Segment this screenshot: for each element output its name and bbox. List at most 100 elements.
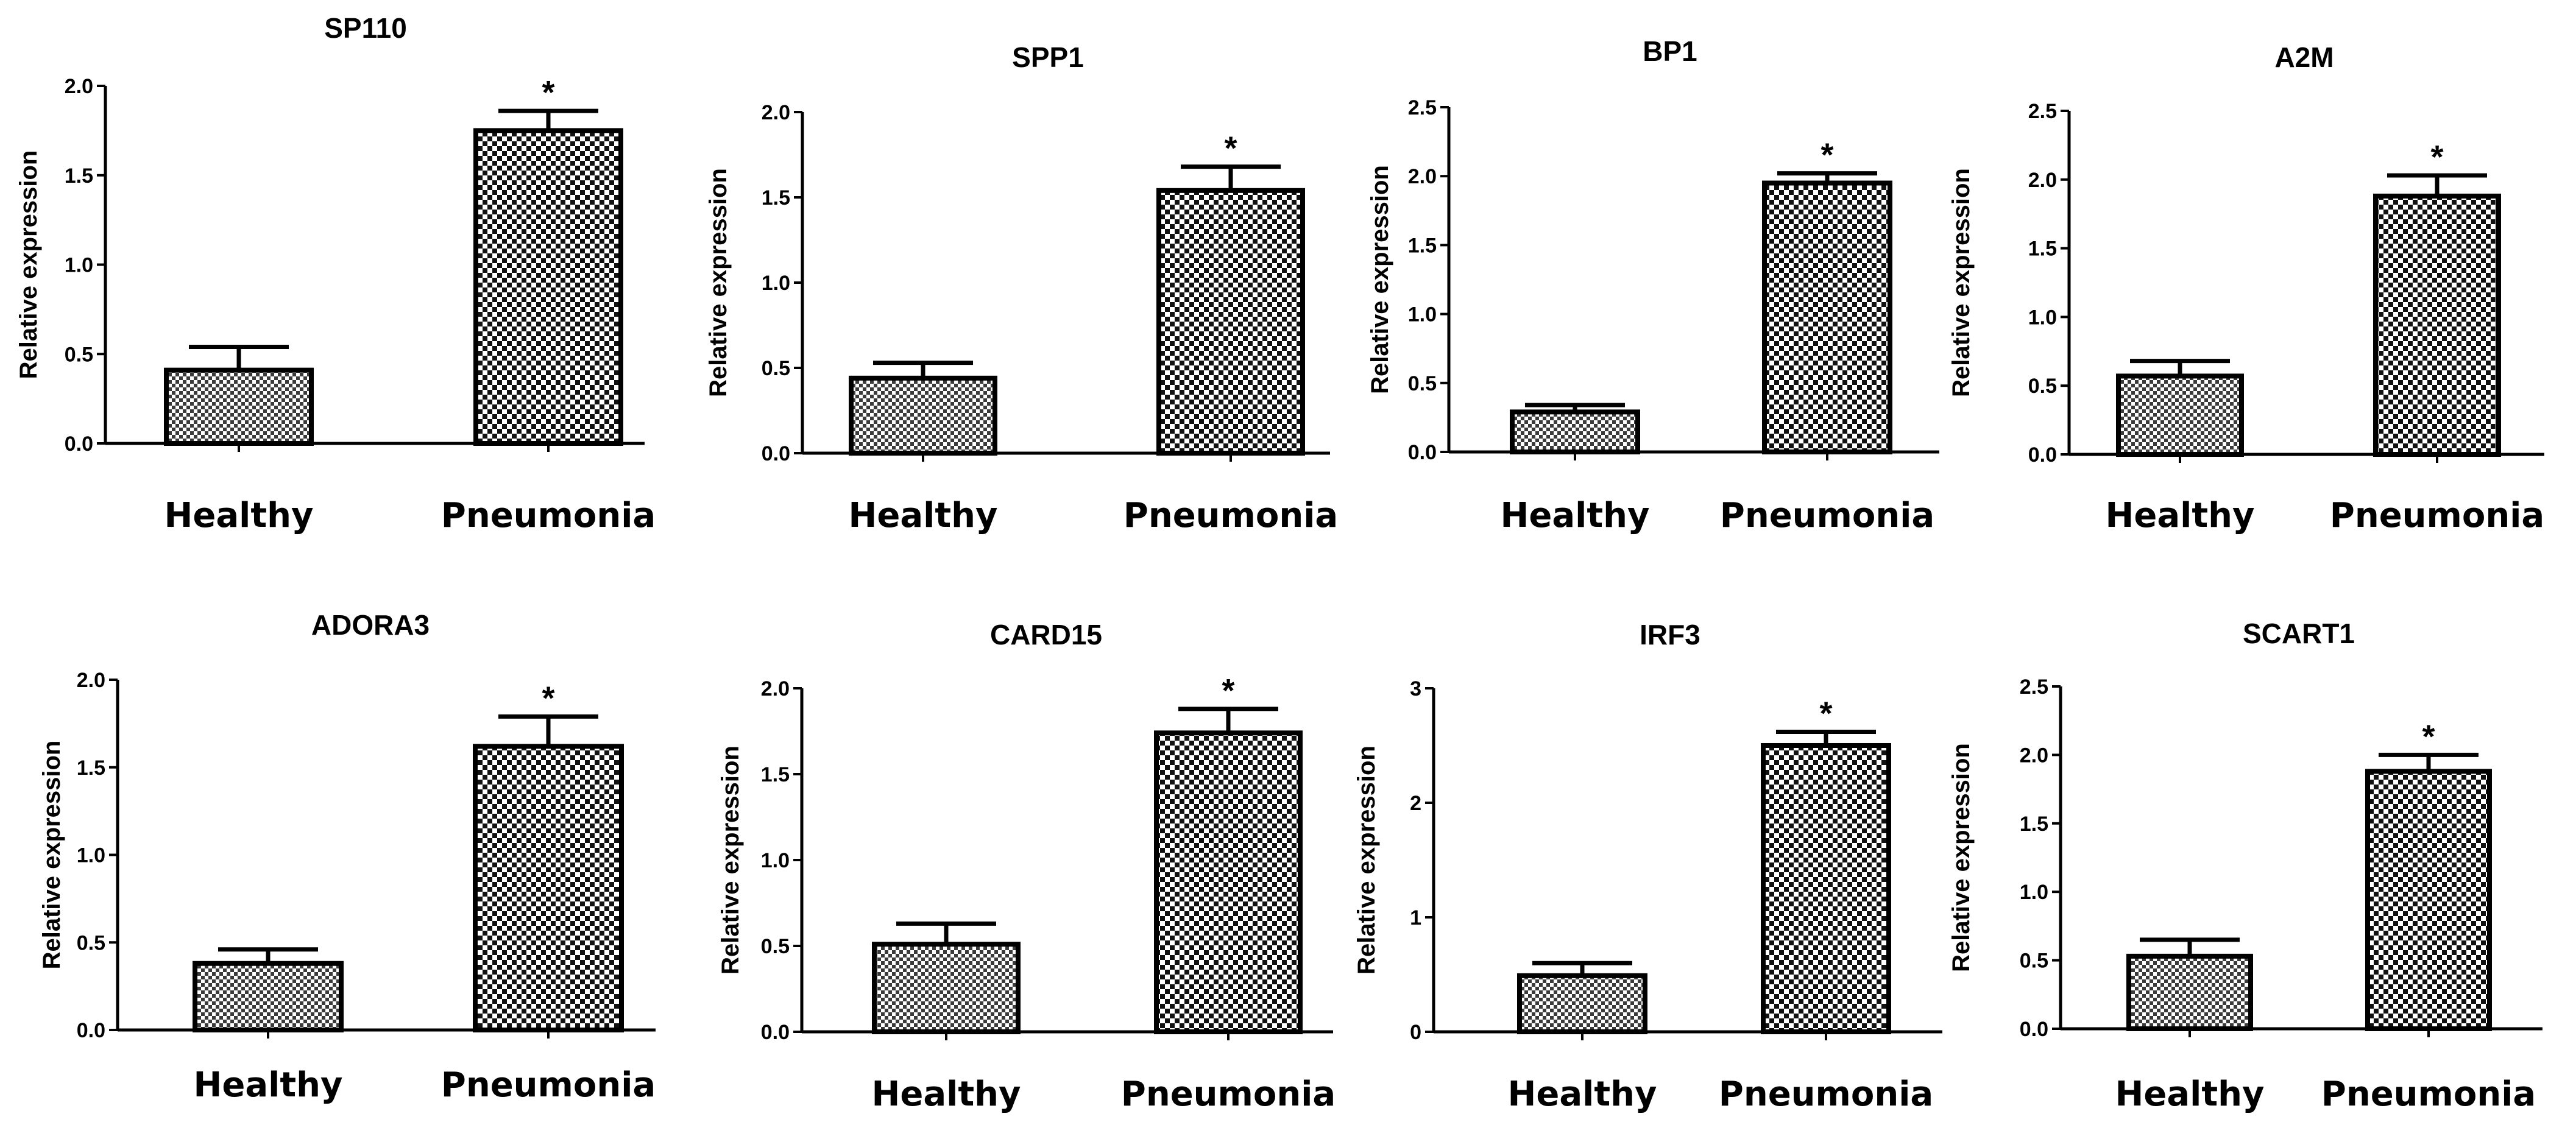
y-axis-label: Relative expression [705, 168, 732, 397]
y-tick-label: 1 [1410, 906, 1421, 929]
category-label: Healthy [849, 496, 998, 535]
panel-bp1: BP1 Relative expression Healthy * Pneumonia 0… [1367, 35, 1939, 535]
category-label: Pneumonia [441, 1065, 656, 1105]
bar-healthy [872, 942, 1021, 1035]
significance-marker: * [542, 74, 554, 111]
significance-marker: * [1222, 672, 1234, 709]
category-label: Pneumonia [2330, 496, 2544, 535]
bar-healthy [1517, 973, 1647, 1035]
y-tick-label: 1.5 [2028, 238, 2057, 261]
y-axis-label: Relative expression [38, 741, 65, 970]
y-tick-label: 0.5 [762, 357, 790, 380]
y-tick-label: 2.5 [2028, 100, 2057, 123]
y-tick-label: 0.0 [2028, 443, 2057, 467]
y-tick-label: 0.5 [2020, 950, 2048, 973]
category-label: Pneumonia [1123, 496, 1338, 535]
y-axis-label: Relative expression [1353, 746, 1380, 975]
category-label: Pneumonia [441, 496, 656, 535]
category-label: Healthy [2115, 1074, 2265, 1114]
bar-healthy [1510, 409, 1640, 454]
category-label: Healthy [872, 1074, 1021, 1114]
y-tick-label: 1.0 [1408, 303, 1437, 326]
y-tick-label: 1.5 [77, 756, 105, 780]
bar-pneumonia [1154, 730, 1303, 1034]
y-tick-label: 1.0 [65, 254, 93, 277]
chart-title: CARD15 [990, 619, 1102, 651]
y-tick-label: 1.0 [762, 272, 790, 295]
bar-pneumonia [1156, 188, 1305, 456]
category-label: Pneumonia [1720, 496, 1934, 535]
y-tick-label: 0.0 [762, 442, 790, 465]
chart-title: SCART1 [2243, 618, 2355, 649]
y-tick-label: 2.5 [1408, 96, 1437, 119]
bar-healthy [2126, 953, 2253, 1031]
y-tick-label: 0.5 [65, 343, 93, 366]
significance-marker: * [2430, 139, 2443, 175]
y-tick-label: 2.5 [2020, 675, 2048, 699]
y-tick-label: 0.5 [1408, 372, 1437, 395]
panel-irf3: IRF3 Relative expression Healthy * Pneumonia… [1353, 619, 1942, 1114]
y-tick-label: 0.5 [761, 935, 790, 958]
chart-title: IRF3 [1640, 619, 1700, 651]
y-tick-label: 1.0 [761, 849, 790, 872]
y-tick-label: 1.5 [65, 164, 93, 188]
y-tick-label: 0.5 [77, 931, 105, 954]
category-label: Healthy [1501, 496, 1650, 535]
y-tick-label: 2 [1410, 792, 1421, 815]
category-label: Healthy [1508, 1074, 1657, 1114]
significance-marker: * [2422, 718, 2435, 755]
chart-title: SP110 [324, 12, 407, 44]
y-tick-label: 0.0 [77, 1019, 105, 1042]
y-axis-label: Relative expression [1948, 743, 1975, 972]
y-tick-label: 2.0 [65, 75, 93, 98]
y-tick-label: 0.0 [761, 1021, 790, 1044]
bar-pneumonia [1762, 180, 1892, 454]
significance-marker: * [1821, 137, 1833, 174]
category-label: Pneumonia [2321, 1074, 2536, 1114]
chart-title: ADORA3 [311, 609, 430, 641]
bar-pneumonia [473, 744, 624, 1032]
panel-spp1: SPP1 Relative expression Healthy * Pneumonia… [705, 41, 1338, 535]
panel-adora3: ADORA3 Relative expression Healthy * Pneumon… [38, 609, 656, 1105]
chart-title: A2M [2274, 41, 2334, 73]
y-tick-label: 1.0 [2028, 306, 2057, 329]
panels: SP110 Relative expression Healthy * Pneumoni… [15, 12, 2544, 1114]
chart-title: SPP1 [1012, 41, 1084, 73]
y-axis-label: Relative expression [1948, 168, 1975, 397]
category-label: Healthy [194, 1065, 343, 1105]
category-label: Pneumonia [1719, 1074, 1933, 1114]
y-tick-label: 0.0 [1408, 441, 1437, 464]
y-tick-label: 0.0 [65, 432, 93, 456]
y-tick-label: 2.0 [77, 669, 105, 692]
bar-pneumonia [473, 128, 623, 446]
y-tick-label: 2.0 [2020, 744, 2048, 767]
panel-sp110: SP110 Relative expression Healthy * Pneumoni… [15, 12, 656, 535]
y-tick-label: 2.0 [2028, 169, 2057, 192]
panel-card15: CARD15 Relative expression Healthy * Pneumon… [717, 619, 1336, 1114]
chart-title: BP1 [1643, 35, 1697, 67]
y-tick-label: 1.0 [77, 844, 105, 867]
bar-pneumonia [2373, 193, 2501, 457]
bar-healthy [849, 375, 997, 456]
y-tick-label: 2.0 [762, 101, 790, 124]
y-tick-label: 1.0 [2020, 881, 2048, 904]
y-tick-label: 3 [1410, 677, 1421, 700]
category-label: Healthy [2106, 496, 2255, 535]
y-tick-label: 1.5 [2020, 813, 2048, 836]
bar-pneumonia [1761, 743, 1891, 1034]
panel-a2m: A2M Relative expression Healthy * Pneumonia 0… [1948, 41, 2544, 535]
y-tick-label: 0.5 [2028, 375, 2057, 398]
bar-healthy [193, 961, 344, 1032]
y-tick-label: 0.0 [2020, 1018, 2048, 1041]
significance-marker: * [1819, 695, 1832, 732]
y-tick-label: 2.0 [761, 677, 790, 700]
category-label: Healthy [165, 496, 314, 535]
y-axis-label: Relative expression [717, 746, 744, 975]
y-tick-label: 1.5 [762, 186, 790, 210]
significance-marker: * [1224, 130, 1237, 167]
y-tick-label: 1.5 [761, 763, 790, 786]
significance-marker: * [542, 680, 554, 716]
bar-healthy [2116, 373, 2244, 457]
y-axis-label: Relative expression [15, 150, 42, 379]
